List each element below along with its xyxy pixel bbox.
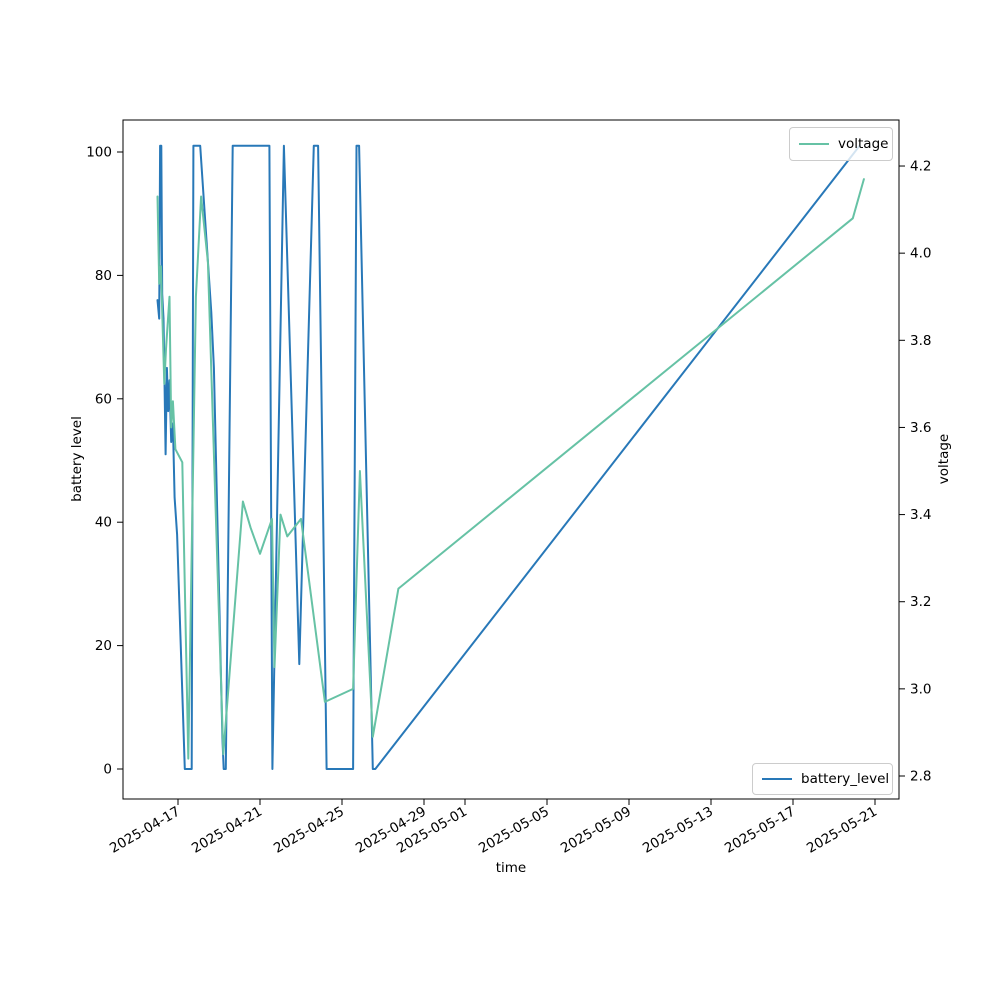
- y-tick-label-left: 0: [103, 762, 112, 778]
- y-axis-label-left: battery level: [69, 416, 85, 502]
- y-tick-label-right: 3.2: [910, 594, 931, 610]
- legend-voltage: voltage: [789, 127, 893, 161]
- y-tick-label-left: 60: [95, 391, 112, 407]
- voltage-line-sample: [799, 143, 829, 145]
- x-axis-label: time: [495, 860, 527, 876]
- y-tick-label-right: 4.2: [910, 159, 931, 175]
- y-tick-label-left: 40: [95, 515, 112, 531]
- x-tick-label: 2025-04-25: [271, 804, 347, 857]
- legend-battery-level-label: battery_level: [801, 771, 890, 787]
- y-tick-label-right: 3.4: [910, 507, 931, 523]
- x-tick-label: 2025-05-09: [558, 804, 634, 857]
- x-tick-label: 2025-05-13: [640, 804, 716, 857]
- legend-voltage-label: voltage: [838, 136, 889, 152]
- x-tick-label: 2025-05-05: [476, 804, 552, 857]
- y-axis-label-right: voltage: [936, 433, 952, 485]
- x-tick-label: 2025-04-21: [189, 804, 265, 857]
- y-tick-label-right: 3.0: [910, 681, 931, 697]
- y-tick-label-left: 20: [95, 638, 112, 654]
- y-tick-label-right: 3.6: [910, 420, 931, 436]
- battery-level-line-sample: [762, 778, 792, 780]
- y-tick-label-right: 2.8: [910, 769, 931, 785]
- y-tick-label-left: 100: [86, 145, 112, 161]
- plot-border: [122, 119, 900, 800]
- voltage-line: [156, 178, 865, 760]
- x-tick-label: 2025-05-17: [722, 804, 798, 857]
- x-tick-label: 2025-04-17: [107, 804, 183, 857]
- battery-level-line: [156, 144, 861, 770]
- y-tick-label-right: 4.0: [910, 246, 931, 262]
- legend-battery-level: battery_level: [752, 763, 893, 795]
- y-tick-label-right: 3.8: [910, 333, 931, 349]
- x-tick-label: 2025-05-21: [804, 804, 880, 857]
- y-tick-label-left: 80: [95, 268, 112, 284]
